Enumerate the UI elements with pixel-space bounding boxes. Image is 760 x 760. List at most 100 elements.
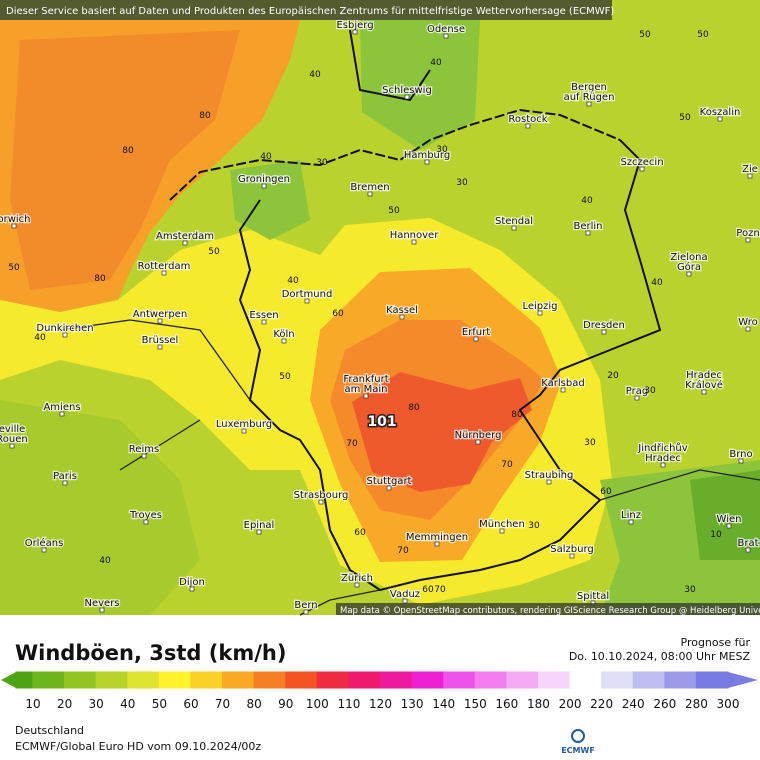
contour-label: 40: [34, 333, 46, 343]
colorbar-label: 140: [432, 697, 455, 711]
city-label: Essen: [249, 310, 278, 321]
contour-label: 60: [332, 309, 344, 319]
area-green-dark: [690, 470, 760, 560]
city-label: Hamburg: [404, 150, 450, 161]
colorbar-segment: [569, 671, 603, 689]
city-marker: [525, 123, 531, 129]
city-label: Góra: [677, 261, 701, 273]
contour-label: 50: [208, 247, 220, 257]
city-marker: [304, 298, 310, 304]
contour-label: 40: [260, 152, 272, 162]
map-notice: Dieser Service basiert auf Daten und Pro…: [6, 6, 614, 17]
city-label: Prag: [626, 386, 648, 397]
city-marker: [745, 326, 751, 332]
colorbar-segment: [695, 671, 729, 689]
area-green-nl: [230, 160, 310, 240]
colorbar-segment: [95, 671, 129, 689]
colorbar-segment: [190, 671, 224, 689]
contour-label: 80: [122, 146, 134, 156]
colorbar-segment: [632, 671, 666, 689]
contour-label: 60: [600, 487, 612, 497]
model: ECMWF/Global Euro HD vom 09.10.2024/00z: [15, 740, 261, 753]
top-bar: [0, 0, 612, 20]
city-marker: [303, 609, 309, 615]
city-label: Rouen: [0, 434, 28, 445]
city-label: Rostock: [508, 114, 547, 125]
city-marker: [586, 101, 592, 107]
colorbar-segment: [348, 671, 381, 689]
city-label: auf Rügen: [564, 92, 615, 103]
city-marker: [157, 318, 163, 324]
colorbar-label: 40: [120, 697, 135, 711]
colorbar-segment: [506, 671, 539, 689]
logo-icon: [571, 729, 585, 743]
city-label: Brat: [737, 538, 758, 549]
contour-label: 30: [584, 438, 596, 448]
colorbar-label: 80: [246, 697, 261, 711]
city-marker: [157, 344, 163, 350]
city-label: Paris: [53, 471, 77, 482]
city-label: Salzburg: [550, 544, 593, 555]
contour-label: 40: [99, 556, 111, 566]
city-label: Vaduz: [390, 589, 420, 600]
contour-label: 80: [408, 403, 420, 413]
city-label: Pozn: [736, 228, 759, 239]
city-label: Zie: [742, 164, 758, 175]
country-border: [238, 29, 662, 592]
contour-label: 70: [397, 546, 409, 556]
city-label: Straubing: [525, 470, 574, 481]
city-marker: [738, 458, 744, 464]
city-label: Wien: [717, 514, 742, 525]
city-marker: [686, 271, 692, 277]
city-marker: [660, 462, 666, 468]
city-marker: [745, 547, 751, 553]
city-label: Králové: [685, 379, 723, 391]
colorbar-segment: [537, 671, 571, 689]
city-marker: [402, 598, 408, 604]
city-label: Hradec: [686, 370, 722, 381]
attribution-bar: [336, 603, 760, 615]
colorbar-label: 180: [527, 697, 550, 711]
city-marker: [189, 586, 195, 592]
colorbar-label: 130: [401, 697, 424, 711]
city-marker: [473, 336, 479, 342]
contour-label: 30: [684, 585, 696, 595]
city-label: Wro: [738, 317, 757, 328]
city-marker: [241, 428, 247, 434]
city-marker: [41, 547, 47, 553]
city-label: Epinal: [244, 520, 275, 531]
city-label: Szczecin: [620, 157, 663, 168]
city-label: Nevers: [84, 598, 119, 609]
area-red: [352, 372, 532, 492]
contour-label: 30: [644, 386, 656, 396]
colorbar-segment: [411, 671, 445, 689]
city-label: Luxemburg: [216, 419, 272, 430]
city-marker: [747, 173, 753, 179]
colorbar-label: 30: [89, 697, 104, 711]
contour-label: 50: [697, 30, 709, 40]
colorbar-label: 90: [278, 697, 293, 711]
city-marker: [639, 166, 645, 172]
city-marker: [367, 191, 373, 197]
colorbar-segment: [32, 671, 66, 689]
colorbar-segment: [222, 671, 255, 689]
city-label: Erfurt: [462, 327, 490, 338]
city-marker: [560, 387, 566, 393]
forecast-time: Do. 10.10.2024, 08:00 Uhr MESZ: [569, 650, 751, 663]
region: Deutschland: [15, 724, 84, 737]
city-marker: [99, 607, 105, 613]
colorbar-label: 200: [559, 697, 582, 711]
colorbar-segment: [127, 671, 160, 689]
city-marker: [261, 319, 267, 325]
colorbar: 10 20 30 40 50 60 70 80 90 100 110 120 130 140 150 160 1…: [1, 671, 758, 711]
city-marker: [182, 240, 188, 246]
contour-label: 50: [679, 113, 691, 123]
colorbar-label: 300: [717, 697, 740, 711]
city-marker: [354, 582, 360, 588]
city-marker: [443, 33, 449, 39]
contour-label: 40: [651, 278, 663, 288]
colorbar-label: 10: [25, 697, 40, 711]
colorbar-label: 150: [464, 697, 487, 711]
city-label: Bremen: [350, 182, 389, 193]
colorbar-segment: [158, 671, 192, 689]
